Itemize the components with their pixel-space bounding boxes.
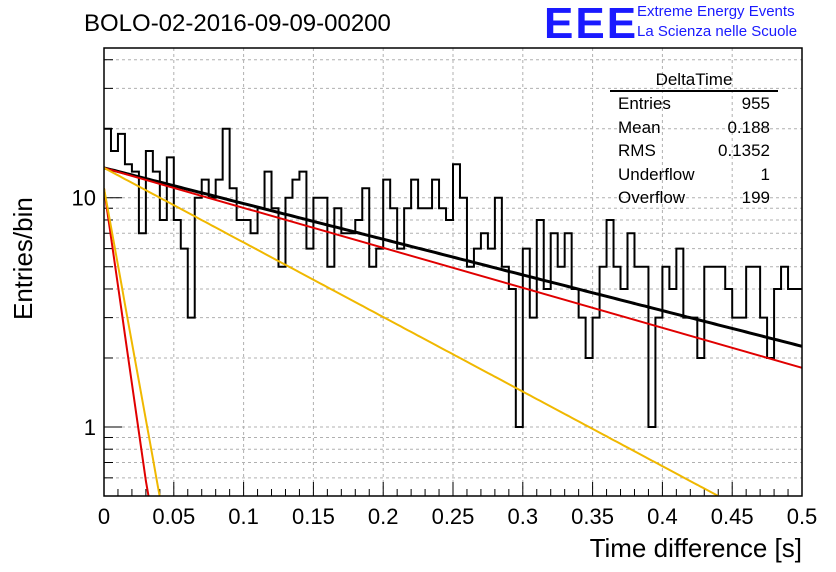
- logo-line-2: La Scienza nelle Scuole: [637, 23, 798, 40]
- logo-line-1: Extreme Energy Events: [637, 3, 795, 20]
- stats-row: Underflow 1: [610, 163, 778, 187]
- stats-label: Underflow: [618, 164, 695, 184]
- fit-curve-3: [104, 167, 721, 496]
- stats-value: 199: [741, 188, 770, 207]
- x-tick-label: 0.1: [228, 504, 259, 529]
- eee-logo-mark: EEE: [544, 0, 639, 48]
- stats-value: 0.1352: [718, 141, 770, 160]
- stats-value: 0.188: [727, 117, 770, 137]
- stats-label: Mean: [618, 117, 661, 137]
- x-axis-label: Time difference [s]: [589, 533, 802, 563]
- stats-row: Entries 955: [610, 92, 778, 116]
- fit-curve-2: [104, 166, 802, 369]
- y-axis-label: Entries/bin: [8, 197, 38, 320]
- fit-curve-4: [104, 188, 150, 496]
- fit-curve-5: [104, 188, 161, 496]
- fit-curve-1: [104, 166, 802, 348]
- stats-box: DeltaTime Entries 955 Mean 0.188 RMS 0.1…: [610, 70, 778, 210]
- stats-label: Entries: [618, 94, 671, 113]
- stats-label: RMS: [618, 141, 656, 160]
- stats-value: 955: [741, 94, 770, 113]
- x-tick-label: 0.4: [647, 504, 678, 529]
- y-tick-label: 1: [84, 415, 96, 440]
- x-tick-label: 0.25: [432, 504, 475, 529]
- stats-row: Overflow 199: [610, 186, 778, 210]
- y-tick-label: 10: [72, 186, 96, 211]
- x-tick-label: 0.45: [711, 504, 754, 529]
- x-tick-label: 0: [98, 504, 110, 529]
- x-tick-label: 0.05: [152, 504, 195, 529]
- x-tick-label: 0.35: [571, 504, 614, 529]
- x-tick-label: 0.15: [292, 504, 335, 529]
- stats-value: 1: [760, 164, 770, 184]
- histogram: [104, 127, 802, 428]
- x-tick-label: 0.5: [787, 504, 818, 529]
- x-tick-label: 0.2: [368, 504, 399, 529]
- x-tick-label: 0.3: [508, 504, 539, 529]
- chart-title: BOLO-02-2016-09-09-00200: [84, 10, 391, 37]
- stats-box-name: DeltaTime: [610, 70, 778, 92]
- plot-frame: [103, 47, 803, 497]
- stats-row: RMS 0.1352: [610, 139, 778, 163]
- stats-row: Mean 0.188: [610, 116, 778, 140]
- stats-label: Overflow: [618, 188, 686, 207]
